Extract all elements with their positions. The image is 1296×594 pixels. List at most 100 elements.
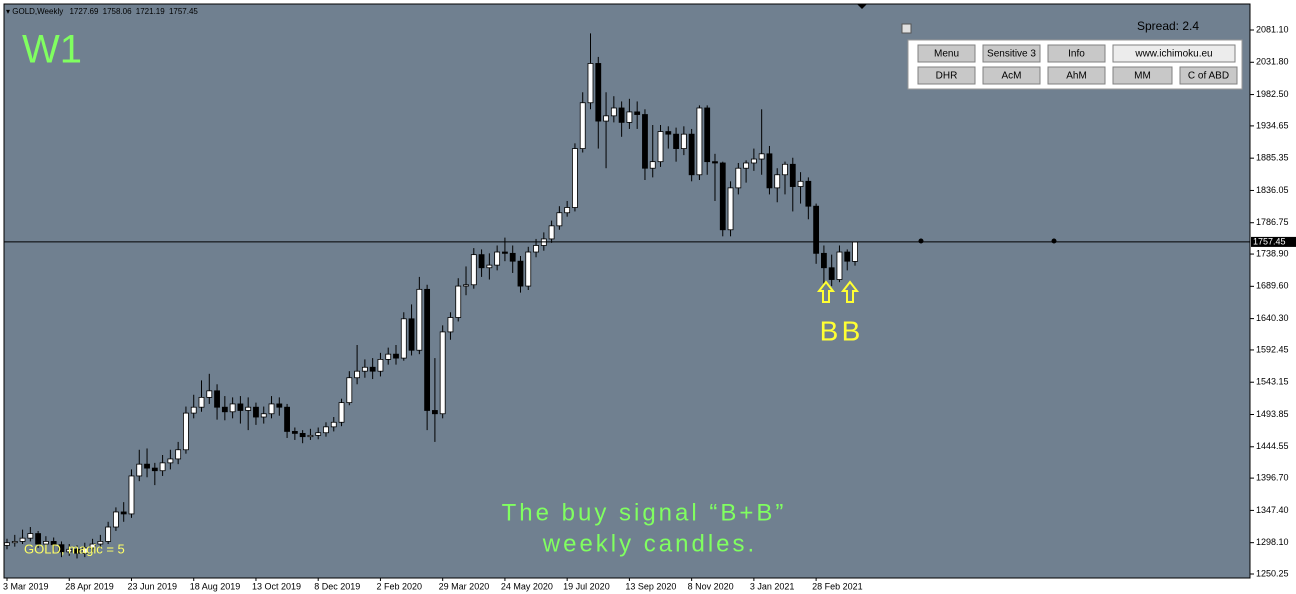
candle-body [517,260,524,287]
header-close: 1757.45 [169,7,198,16]
candle-body [136,463,143,477]
panel-toggle[interactable] [901,23,912,34]
button-face [1047,66,1106,85]
candle-body [291,431,298,434]
x-tick-label: 28 Apr 2019 [65,581,114,591]
candle-body [673,133,679,149]
candle-body [354,370,361,379]
candle-body [618,107,625,123]
candle-body [463,284,469,287]
button-label: MM [1134,71,1151,82]
candle-body [276,403,283,408]
spread-label: Spread: 2.4 [1137,19,1199,33]
candle-body [19,537,26,542]
y-tick-label: 1885.35 [1256,153,1289,163]
y-tick-label: 1982.50 [1256,89,1289,99]
candle-body [431,410,438,415]
panel-button[interactable]: C of ABD [1179,66,1238,85]
candle-body [330,421,337,428]
y-tick-label: 2081.10 [1256,24,1289,34]
y-tick-label: 2031.80 [1256,57,1289,67]
y-tick-label: 1250.25 [1256,568,1289,578]
candle-body [595,63,602,122]
candle-body [743,162,749,169]
candle-body [750,158,757,164]
candle-body [642,114,648,169]
candle-body [97,541,104,545]
candle-body [175,449,182,460]
candle-body [626,111,633,123]
candle-body [470,254,477,286]
candle-body [556,212,563,227]
signal-label: B [820,315,839,346]
timeframe-label: W1 [22,28,82,72]
candle-body [144,463,150,469]
candle-body [525,251,532,287]
candle-body [198,396,205,408]
x-tick-label: 23 Jun 2019 [127,581,177,591]
candle-body [151,467,158,472]
candle-body [533,245,539,253]
candle-body [268,403,275,415]
panel-button[interactable]: AcM [982,66,1041,85]
panel-button[interactable]: MM [1112,66,1173,85]
header-symbol: ▾ [6,7,12,16]
button-face [917,66,976,85]
candle-body [704,107,711,163]
x-tick-label: 28 Feb 2021 [812,581,863,591]
header-symbol: GOLD,Weekly [12,7,63,16]
candle-body [439,331,446,415]
x-tick-label: 19 Jul 2020 [563,581,610,591]
candle-body [478,254,485,269]
candle-body [284,406,290,432]
candle-body [603,115,609,122]
panel-button[interactable]: DHR [917,66,976,85]
candle-body [4,542,10,546]
line-dot [1051,238,1057,244]
candle-body [821,252,827,269]
candle-body [128,475,135,515]
candle-body [634,111,641,115]
candle-body [167,458,174,464]
candle-body [424,288,431,411]
plot-area [3,3,1251,579]
candle-body [494,251,501,266]
button-label: DHR [936,71,958,82]
panel-button[interactable]: Sensitive 3 [982,44,1041,63]
candle-body [665,131,672,135]
price-tag-label: 1757.45 [1253,236,1286,246]
candle-body [221,406,228,413]
candle-body [81,547,88,554]
candle-body [455,285,462,318]
candle-body [245,406,252,411]
x-tick-label: 2 Feb 2020 [376,581,422,591]
panel-button[interactable]: Info [1047,44,1106,63]
x-tick-label: 24 May 2020 [501,581,553,591]
shift-marker [857,4,867,9]
candle-body [758,153,765,160]
candle-body [486,264,493,269]
candle-body [315,432,322,436]
candle-body [844,251,851,262]
candle-body [50,541,57,546]
candle-body [719,162,726,231]
panel-button[interactable]: www.ichimoku.eu [1112,44,1236,63]
panel-button[interactable]: Menu [917,44,976,63]
candle-body [712,161,718,164]
panel-button[interactable]: AhM [1047,66,1106,85]
y-tick-label: 1347.40 [1256,505,1289,515]
x-tick-label: 3 Jan 2021 [750,581,795,591]
candle-body [408,318,415,351]
candle-body [183,412,189,451]
price-tag [1251,236,1296,247]
candle-body [782,163,788,176]
buy-arrow [816,280,836,303]
x-tick-label: 29 Mar 2020 [439,581,490,591]
x-tick-label: 13 Sep 2020 [625,581,676,591]
x-tick-label: 8 Nov 2020 [688,581,734,591]
candle-body [113,511,119,528]
annotation: weekly candles. [542,530,757,557]
x-tick-label: 3 Mar 2019 [3,581,49,591]
button-face [982,44,1041,63]
candle-body [74,548,80,554]
